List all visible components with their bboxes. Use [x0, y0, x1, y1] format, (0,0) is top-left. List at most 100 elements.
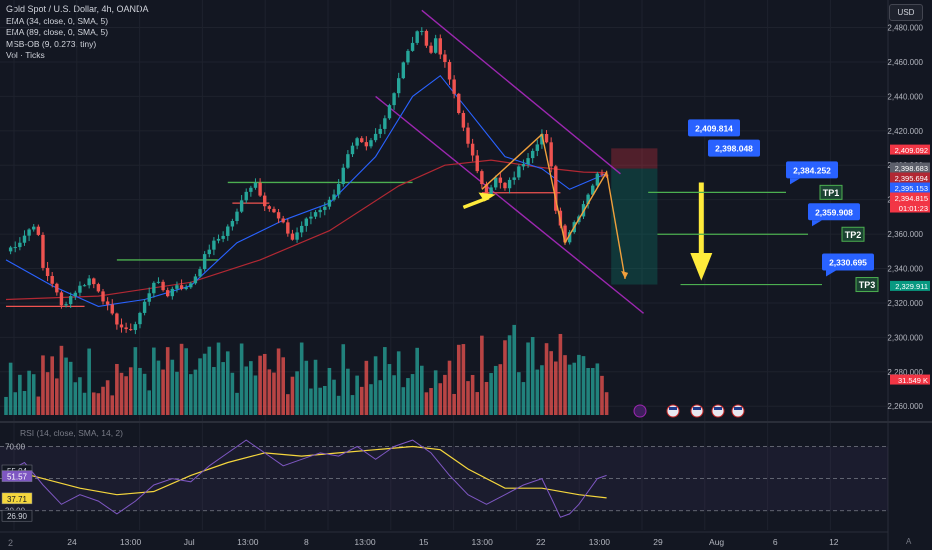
volume-bar: [540, 365, 544, 415]
rsi-ma-line: [5, 445, 607, 499]
time-tick-label: 15: [419, 537, 429, 547]
price-channel: [375, 9, 645, 314]
candle-body: [41, 234, 45, 268]
candle-body: [179, 285, 184, 289]
volume-bar: [262, 353, 267, 415]
candle-body: [124, 327, 128, 330]
volume-bar: [410, 374, 415, 415]
candle-body: [517, 166, 521, 178]
volume-bar: [91, 392, 96, 415]
candle-body: [383, 118, 387, 129]
volume-bar: [443, 374, 447, 415]
candle-body: [401, 62, 406, 79]
candle-body: [184, 287, 188, 289]
tp-price-label-3: 2,330.695: [829, 258, 867, 268]
candle-body: [480, 171, 484, 185]
candle-body: [540, 134, 544, 145]
candle-body: [341, 167, 345, 185]
price-tick-label: 2,280.000: [887, 368, 923, 377]
volume-bar: [359, 386, 364, 415]
tp-label-3: TP3: [859, 280, 876, 290]
candle-body: [189, 283, 193, 288]
legend-msb[interactable]: MSB-OB (9, 0.273, tiny): [6, 38, 97, 49]
candle-body: [373, 133, 378, 141]
candle-body: [105, 301, 110, 305]
candle-body: [267, 206, 272, 209]
volume-bar: [378, 380, 383, 415]
volume-bar: [161, 369, 165, 415]
channel-lower-line: [375, 95, 645, 314]
candle-body: [452, 79, 456, 94]
price-tag-label: 01:01:23: [899, 204, 928, 213]
volume-bar: [68, 361, 73, 415]
volume-bar: [193, 369, 198, 415]
legend-vol[interactable]: Vol · Ticks: [6, 50, 45, 61]
legend-ema89[interactable]: EMA (89, close, 0, SMA, 5): [6, 27, 109, 38]
time-tick-label: 13:00: [237, 537, 259, 547]
zigzag-arrowhead: [621, 270, 629, 279]
ema89-line: [5, 159, 607, 301]
time-tick-label: 29: [653, 537, 663, 547]
volume-bar: [101, 386, 105, 415]
volume-bar: [142, 373, 147, 415]
volume-bar: [4, 396, 8, 415]
candle-body: [221, 235, 225, 239]
volume-bar: [415, 347, 419, 415]
candle-body: [96, 284, 101, 292]
volume-bar: [484, 381, 489, 415]
volume-bar: [327, 367, 332, 415]
auto-scale-button[interactable]: A: [906, 537, 912, 546]
entry-callout-1: [688, 119, 740, 137]
volume-bar: [387, 364, 392, 415]
candle-body: [447, 62, 452, 80]
volume-bar: [517, 372, 521, 415]
price-tick-label: 2,260.000: [887, 402, 923, 411]
flag-canton-icon: [669, 407, 677, 410]
volume-bar: [530, 337, 535, 415]
volume-bar: [290, 376, 295, 415]
candle-body: [443, 54, 447, 63]
candle-body: [494, 177, 498, 188]
time-tick-label: 24: [67, 537, 77, 547]
candle-body: [92, 278, 96, 285]
rsi-value-label: 51.57: [7, 473, 28, 482]
volume-bar: [590, 368, 595, 415]
time-tick-label: 22: [536, 537, 546, 547]
volume-bar: [45, 372, 50, 415]
candle-body: [212, 240, 216, 250]
candle-body: [115, 313, 119, 325]
volume-bar: [420, 365, 424, 415]
candle-body: [45, 267, 50, 277]
volume-bar: [249, 361, 253, 415]
legend-ema34[interactable]: EMA (34, close, 0, SMA, 5): [6, 15, 109, 26]
volume-bar: [225, 351, 230, 415]
candle-body: [36, 226, 41, 235]
tp-price-label-1: 2,384.252: [793, 165, 831, 175]
candle-body: [276, 212, 281, 219]
candle-body: [13, 247, 17, 249]
currency-button[interactable]: USD: [889, 4, 923, 21]
volume-bar: [41, 355, 45, 415]
tp-price-callout-2: [808, 203, 860, 221]
candle-body: [138, 312, 142, 325]
corner-label: 2: [8, 538, 14, 548]
us-flag-event-icon: [690, 404, 704, 418]
volume-bar: [36, 396, 41, 415]
candle-body: [18, 242, 22, 248]
candle-body: [133, 324, 138, 331]
candle-body: [429, 45, 433, 53]
candle-body: [415, 31, 419, 43]
us-flag-event-icon: [666, 404, 680, 418]
volume-bar: [470, 374, 475, 415]
tp-tag-3: [855, 277, 879, 293]
flag-canton-icon: [734, 407, 742, 410]
price-tick-label: 2,300.000: [887, 333, 923, 342]
volume-bar: [503, 340, 507, 415]
candle-body: [22, 235, 27, 243]
candle-body: [8, 247, 13, 252]
candle-body: [567, 232, 572, 243]
rsi-legend[interactable]: RSI (14, close, SMA, 14, 2): [20, 428, 123, 438]
candle-body: [239, 200, 244, 212]
price-tag: [890, 202, 930, 213]
